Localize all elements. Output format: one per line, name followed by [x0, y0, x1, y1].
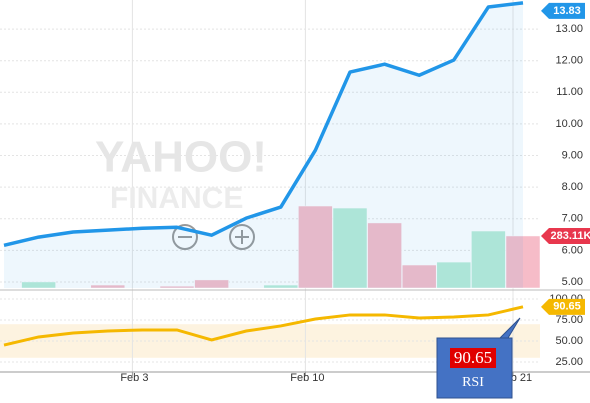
- y-tick-label: 7.00: [562, 213, 583, 225]
- x-tick-label: Feb 3: [120, 372, 148, 384]
- zoom-in[interactable]: [229, 224, 255, 250]
- volume-bar: [367, 222, 402, 289]
- y-tick-label: 12.00: [555, 55, 583, 67]
- y-tick-label: 8.00: [562, 181, 583, 193]
- value-flag: [541, 2, 585, 19]
- value-flag-label: 13.83: [553, 5, 581, 17]
- x-tick-label: Feb 10: [290, 372, 324, 384]
- value-flag: [541, 298, 585, 315]
- volume-bar: [263, 284, 299, 289]
- y-tick-label: 5.00: [562, 276, 583, 288]
- volume-bar: [21, 281, 56, 289]
- volume-bar: [505, 235, 541, 289]
- volume-bar: [332, 207, 368, 289]
- value-flag-label: 90.65: [553, 301, 581, 313]
- y-tick-label: 50.00: [555, 335, 583, 347]
- price-area: [4, 2, 523, 289]
- volume-bar: [436, 261, 472, 289]
- y-tick-label: 13.00: [555, 23, 583, 35]
- value-flag: [541, 227, 590, 244]
- price-line: [3, 1, 524, 248]
- watermark: FINANCE: [110, 182, 243, 215]
- volume-bar: [298, 205, 333, 289]
- y-tick-label: 75.00: [555, 314, 583, 326]
- rsi-line: [3, 305, 524, 347]
- y-tick-label: 9.00: [562, 149, 583, 161]
- y-tick-label: 11.00: [556, 86, 583, 98]
- watermark: YAHOO!: [95, 133, 267, 182]
- y-tick-label: 25.00: [555, 356, 583, 368]
- volume-bar: [159, 285, 195, 289]
- volume-bar: [471, 230, 506, 289]
- y-tick-label: 10.00: [555, 118, 583, 130]
- y-tick-label: 6.00: [562, 244, 583, 256]
- volume-bar: [401, 264, 437, 289]
- rsi-callout-name: RSI: [462, 375, 484, 390]
- volume-bar: [194, 279, 229, 289]
- rsi-callout-value: 90.65: [454, 348, 492, 367]
- zoom-out[interactable]: [172, 224, 198, 250]
- value-flag-label: 283.11K: [551, 230, 590, 242]
- rsi-callout-highlight: [450, 348, 496, 368]
- volume-bar: [90, 284, 126, 289]
